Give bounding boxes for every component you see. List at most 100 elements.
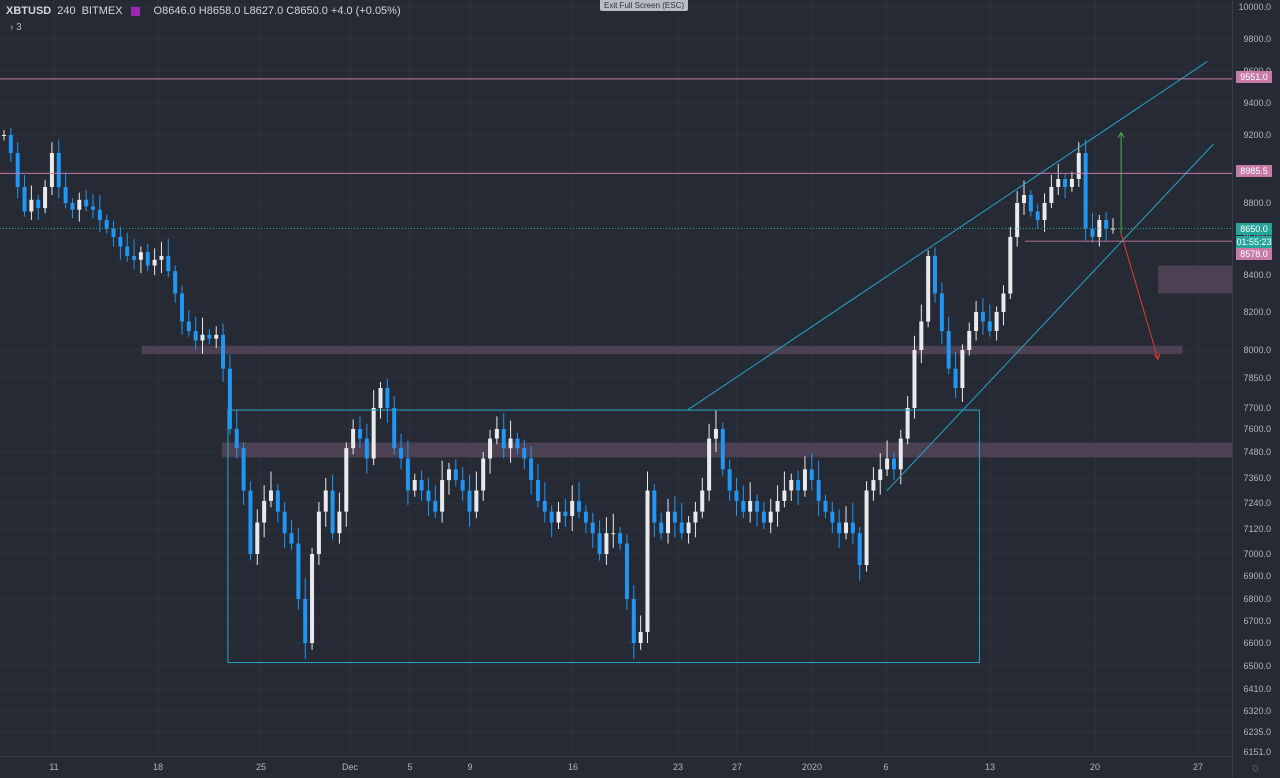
candle-body: [809, 469, 814, 481]
candle-body: [844, 522, 849, 534]
candle-body: [768, 511, 773, 523]
candle-body: [850, 522, 855, 534]
range-box: [227, 409, 980, 664]
candle-body: [152, 259, 157, 266]
candle-body: [987, 321, 992, 331]
ohlc-values: O8646.0 H8658.0 L8627.0 C8650.0 +4.0 (+0…: [153, 5, 401, 17]
candle-body: [474, 490, 479, 512]
settings-gear-icon[interactable]: ☼: [1250, 760, 1261, 774]
candle-body: [967, 331, 972, 350]
candle-body: [227, 368, 232, 429]
candle-body: [1069, 179, 1074, 187]
candle-body: [583, 511, 588, 523]
candle-body: [604, 533, 609, 554]
candle-body: [659, 522, 664, 534]
candle-body: [549, 511, 554, 523]
candle-body: [1090, 228, 1095, 237]
candle-body: [371, 408, 376, 459]
time-axis[interactable]: [0, 756, 1232, 778]
price-axis[interactable]: [1232, 0, 1280, 777]
candle-body: [905, 408, 910, 439]
interval-label: 240: [57, 5, 76, 17]
candle-body: [323, 490, 328, 512]
candle-body: [440, 480, 445, 512]
candle-body: [898, 438, 903, 470]
candle-body: [316, 511, 321, 554]
candle-body: [453, 469, 458, 481]
candle-body: [159, 256, 164, 260]
candle-body: [1056, 179, 1061, 187]
candle-body: [29, 199, 34, 212]
candle-body: [84, 199, 89, 207]
candle-body: [529, 458, 534, 481]
candle-body: [97, 209, 102, 220]
candle-body: [268, 490, 273, 501]
candle-body: [296, 543, 301, 599]
candle-body: [1104, 220, 1109, 229]
candle-body: [77, 199, 82, 210]
candle-body: [392, 408, 397, 449]
candle-body: [666, 511, 671, 534]
candle-body: [330, 490, 335, 534]
candle-body: [446, 469, 451, 481]
flag-icon: [130, 6, 140, 16]
candle-body: [864, 490, 869, 565]
candle-body: [837, 522, 842, 534]
candle-body: [1015, 203, 1020, 237]
candle-body: [494, 429, 499, 439]
candle-body: [104, 220, 109, 229]
candle-body: [796, 480, 801, 491]
candle-body: [823, 500, 828, 512]
candle-body: [8, 135, 13, 153]
candle-body: [891, 458, 896, 470]
candle-body: [816, 480, 821, 501]
candle-body: [419, 480, 424, 491]
candle-body: [481, 458, 486, 491]
candle-body: [255, 522, 260, 554]
candle-body: [857, 533, 862, 565]
symbol-legend[interactable]: XBTUSD 240 BITMEX O8646.0 H8658.0 L8627.…: [6, 5, 401, 17]
candle-body: [1097, 220, 1102, 237]
candle-body: [755, 500, 760, 512]
exit-fullscreen-button[interactable]: Exit Full Screen (ESC): [600, 0, 689, 11]
candle-body: [577, 500, 582, 512]
candle-body: [713, 429, 718, 439]
candle-body: [700, 490, 705, 512]
candle-body: [1001, 293, 1006, 312]
candle-body: [611, 533, 616, 535]
indicators-toggle[interactable]: › 3: [10, 22, 22, 33]
target-down-arrow: [1120, 233, 1159, 360]
candle-body: [310, 554, 315, 643]
candle-body: [49, 153, 54, 187]
candle-body: [351, 429, 356, 449]
candle-body: [1042, 203, 1047, 220]
candle-body: [748, 500, 753, 512]
candle-body: [775, 500, 780, 512]
candle-body: [994, 312, 999, 331]
candle-body: [70, 203, 75, 210]
candle-body: [399, 448, 404, 459]
candle-body: [1008, 237, 1013, 294]
candle-body: [720, 429, 725, 470]
candle-body: [207, 334, 212, 339]
candle-body: [761, 511, 766, 523]
channel-line: [886, 143, 1214, 491]
candle-body: [221, 334, 226, 369]
candle-body: [166, 256, 171, 272]
candle-body: [262, 500, 267, 523]
candle-body: [522, 448, 527, 459]
candle-body: [515, 438, 520, 449]
candle-body: [590, 522, 595, 534]
candle-body: [707, 438, 712, 491]
candle-body: [118, 237, 123, 247]
candle-body: [412, 480, 417, 491]
candle-body: [563, 511, 568, 516]
candle-body: [200, 334, 205, 341]
candle-body: [1028, 195, 1033, 212]
candle-body: [789, 480, 794, 491]
candle-body: [939, 293, 944, 331]
support-zone: [141, 345, 1183, 355]
candle-body: [926, 256, 931, 322]
candle-body: [693, 511, 698, 523]
